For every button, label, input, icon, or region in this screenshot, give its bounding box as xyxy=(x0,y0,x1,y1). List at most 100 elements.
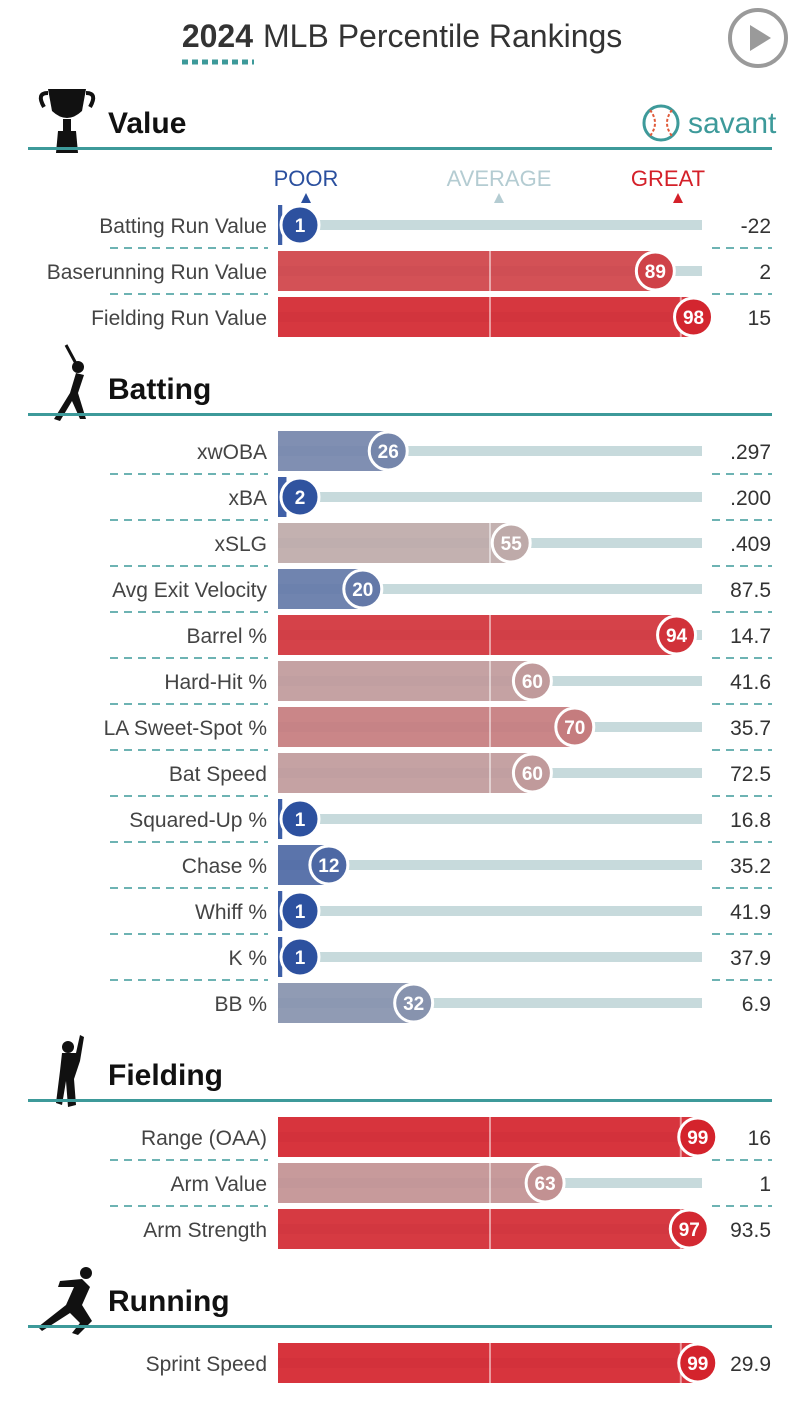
percentile-value: 98 xyxy=(683,308,704,329)
metric-label: Squared-Up % xyxy=(129,809,267,832)
metric-row[interactable]: Squared-Up % 1 16.8 xyxy=(110,795,772,840)
percentile-value: 20 xyxy=(352,580,373,601)
metric-label: Batting Run Value xyxy=(99,215,267,238)
percentile-value: 2 xyxy=(295,488,306,509)
metric-row[interactable]: xSLG 55 .409 xyxy=(110,519,772,564)
metric-row[interactable]: Batting Run Value 1 -22 xyxy=(99,204,771,246)
percentile-bubble xyxy=(279,936,321,978)
trophy-icon xyxy=(38,89,96,153)
metric-value: 16.8 xyxy=(730,809,771,832)
percentile-bubble xyxy=(279,798,321,840)
metric-row[interactable]: Whiff % 1 41.9 xyxy=(110,887,772,932)
metric-label: xwOBA xyxy=(197,441,267,464)
metric-label: Sprint Speed xyxy=(146,1353,267,1376)
batter-icon xyxy=(54,344,86,421)
metric-value: .200 xyxy=(730,487,771,510)
baseball-icon xyxy=(642,104,680,142)
metric-row[interactable]: Sprint Speed 99 29.9 xyxy=(146,1342,771,1384)
percentile-bubble xyxy=(367,430,409,472)
percentile-bubble xyxy=(634,250,676,292)
metric-row[interactable]: Bat Speed 60 72.5 xyxy=(110,749,772,794)
metric-value: 37.9 xyxy=(730,947,771,970)
percentile-value: 60 xyxy=(522,764,543,785)
metric-label: Fielding Run Value xyxy=(91,307,267,330)
metric-label: Barrel % xyxy=(186,625,267,648)
percentile-bubble xyxy=(511,660,553,702)
metric-value: .409 xyxy=(730,533,771,556)
percentile-value: 60 xyxy=(522,672,543,693)
metric-row[interactable]: Baserunning Run Value 89 2 xyxy=(47,247,772,292)
metric-row[interactable]: Barrel % 94 14.7 xyxy=(110,611,772,656)
percentile-bubble xyxy=(673,296,715,338)
metric-value: .297 xyxy=(730,441,771,464)
metric-label: Avg Exit Velocity xyxy=(112,579,267,602)
percentile-value: 55 xyxy=(501,534,523,555)
metric-value: 72.5 xyxy=(730,763,771,786)
metric-row[interactable]: Chase % 12 35.2 xyxy=(110,841,772,886)
section-title: Value xyxy=(108,107,186,140)
metric-row[interactable]: BB % 32 6.9 xyxy=(110,979,772,1024)
title-year: 2024 xyxy=(182,18,253,54)
percentile-bubble xyxy=(279,890,321,932)
section-value: Value Batting Run Value 1 -22 Baserunning Ru… xyxy=(28,89,772,338)
play-button[interactable] xyxy=(728,8,788,68)
percentile-value: 99 xyxy=(687,1128,708,1149)
metric-value: 2 xyxy=(759,261,771,284)
savant-logo[interactable]: savant xyxy=(642,104,777,142)
metric-value: 1 xyxy=(759,1173,771,1196)
percentile-bubble xyxy=(308,844,350,886)
percentile-track xyxy=(278,220,702,230)
section-divider xyxy=(28,413,772,416)
percentile-bar xyxy=(278,661,533,701)
percentile-bubble xyxy=(668,1208,710,1250)
metric-label: Whiff % xyxy=(195,901,267,924)
metric-value: 29.9 xyxy=(730,1353,771,1376)
metric-row[interactable]: Range (OAA) 99 16 xyxy=(141,1116,771,1158)
section-divider xyxy=(28,147,772,150)
metric-row[interactable]: Arm Strength 97 93.5 xyxy=(110,1205,772,1250)
metric-value: 35.2 xyxy=(730,855,771,878)
great-triangle-icon xyxy=(673,193,683,203)
page-title: MLB Percentile Rankings xyxy=(263,18,622,54)
metric-value: 14.7 xyxy=(730,625,771,648)
metric-label: Baserunning Run Value xyxy=(47,261,267,284)
metric-row[interactable]: xBA 2 .200 xyxy=(110,473,772,518)
poor-triangle-icon xyxy=(301,193,311,203)
percentile-bar xyxy=(278,983,414,1023)
percentile-track xyxy=(278,998,702,1008)
percentile-value: 63 xyxy=(535,1174,556,1195)
percentile-bar xyxy=(278,523,512,563)
savant-brand-text: savant xyxy=(688,107,777,140)
percentile-bar xyxy=(278,1117,698,1157)
percentile-track xyxy=(278,952,702,962)
scale-average-label: AVERAGE xyxy=(447,166,552,191)
percentile-value: 32 xyxy=(403,994,424,1015)
metric-row[interactable]: Arm Value 63 1 xyxy=(110,1159,772,1204)
play-icon xyxy=(750,25,771,51)
metric-label: xBA xyxy=(228,487,267,510)
percentile-track xyxy=(278,492,702,502)
metric-row[interactable]: Fielding Run Value 98 15 xyxy=(91,293,772,338)
section-title: Batting xyxy=(108,373,211,406)
metric-row[interactable]: Avg Exit Velocity 20 87.5 xyxy=(110,565,772,610)
percentile-bubble xyxy=(279,476,321,518)
percentile-value: 26 xyxy=(378,442,399,463)
section-divider xyxy=(28,1099,772,1102)
percentile-track xyxy=(278,814,702,824)
percentile-bubble xyxy=(656,614,698,656)
percentile-bubble xyxy=(677,1116,719,1158)
percentile-value: 89 xyxy=(645,262,666,283)
percentile-value: 1 xyxy=(295,216,306,237)
metric-row[interactable]: xwOBA 26 .297 xyxy=(197,430,771,472)
metric-row[interactable]: K % 1 37.9 xyxy=(110,933,772,978)
scale-great-label: GREAT xyxy=(631,166,705,191)
metric-label: Range (OAA) xyxy=(141,1127,267,1150)
fielder-icon xyxy=(56,1035,84,1107)
metric-row[interactable]: LA Sweet-Spot % 70 35.7 xyxy=(104,703,772,748)
section-fielding: Fielding Range (OAA) 99 16 Arm Value 63 1 Arm S… xyxy=(28,1035,772,1250)
percentile-bubble xyxy=(554,706,596,748)
scale-legend: POOR AVERAGE GREAT xyxy=(274,166,705,203)
metric-row[interactable]: Hard-Hit % 60 41.6 xyxy=(110,657,772,702)
percentile-track xyxy=(278,584,702,594)
